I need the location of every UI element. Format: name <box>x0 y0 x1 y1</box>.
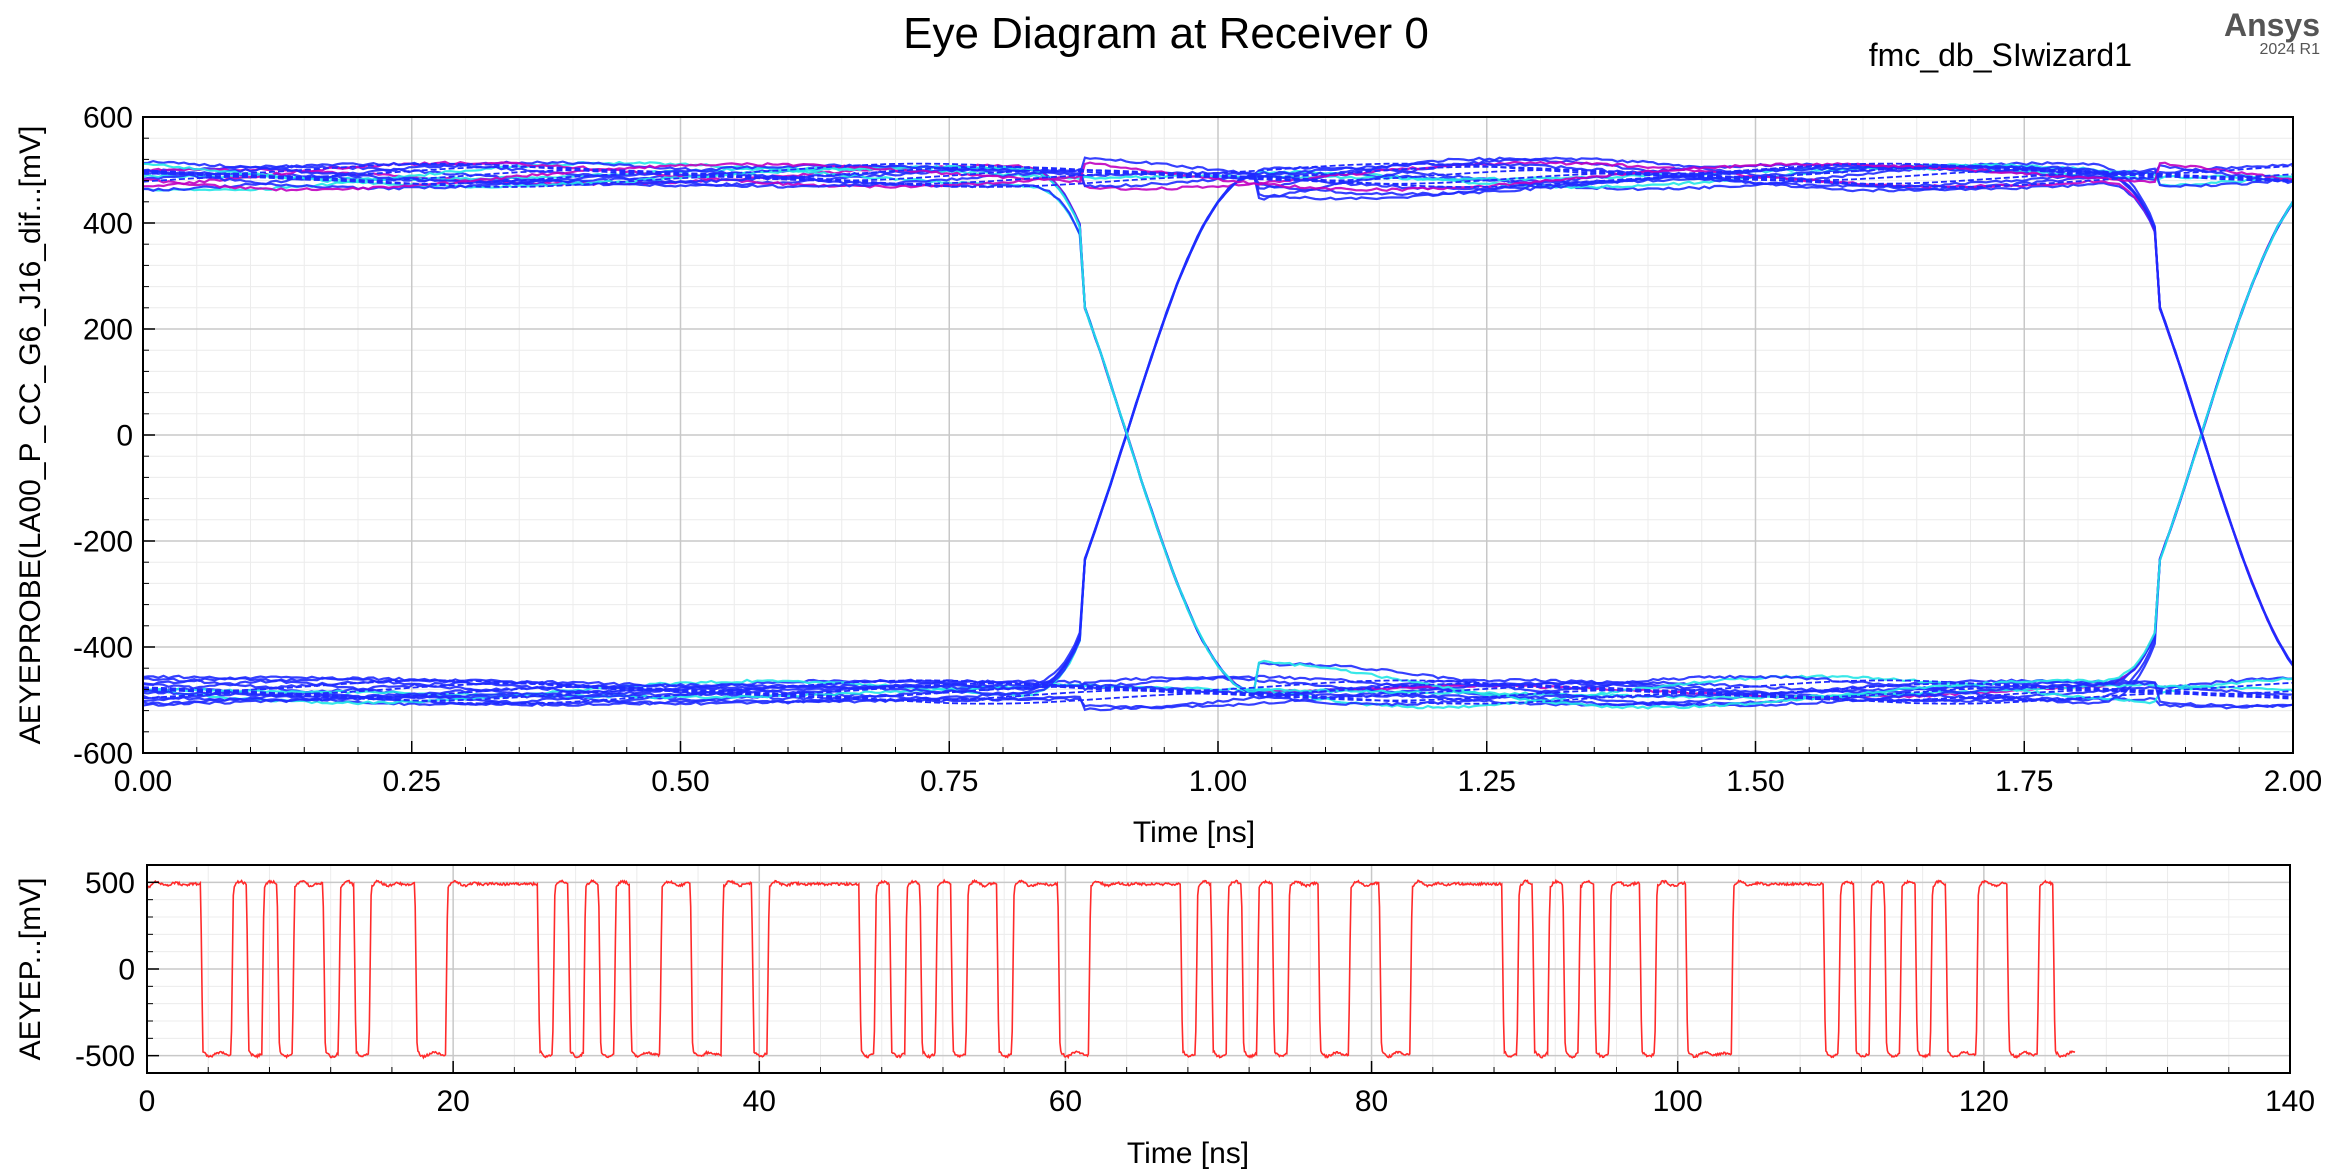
x-tick-label: 1.50 <box>1726 765 1784 798</box>
y-tick-label: 400 <box>83 208 133 241</box>
y-tick-label: 0 <box>118 954 135 987</box>
x-tick-label: 140 <box>2265 1085 2315 1118</box>
x-tick-label: 80 <box>1355 1085 1388 1118</box>
x-tick-label: 2.00 <box>2264 765 2322 798</box>
x-tick-label: 1.25 <box>1458 765 1516 798</box>
y-tick-label: -500 <box>75 1040 135 1073</box>
x-tick-label: 1.00 <box>1189 765 1247 798</box>
y-tick-label: 500 <box>85 867 135 900</box>
eye-y-tick-labels: 6004002000-200-400-600 <box>73 102 133 771</box>
waveform-major-grid <box>147 865 2290 1073</box>
waveform-panel: 5000-500 0 20 40 60 80 100 120 140 Time [ns] AE… <box>14 865 2315 1170</box>
x-tick-label: 40 <box>743 1085 776 1118</box>
version-label: 2024 R1 <box>2260 41 2321 58</box>
y-tick-label: -200 <box>73 526 133 559</box>
y-tick-label: 0 <box>116 420 133 453</box>
x-tick-label: 0.75 <box>920 765 978 798</box>
x-tick-label: 0.25 <box>383 765 441 798</box>
y-tick-label: 600 <box>83 102 133 135</box>
y-tick-label: -400 <box>73 632 133 665</box>
design-name: fmc_db_SIwizard1 <box>1869 37 2132 73</box>
waveform-y-tick-labels: 500 0 -500 <box>75 867 135 1073</box>
x-tick-label: 0.50 <box>651 765 709 798</box>
brand-logo: Ansys <box>2224 7 2320 43</box>
waveform-axis-ticks <box>147 882 2290 1073</box>
x-tick-label: 0 <box>139 1085 156 1118</box>
y-tick-label: 200 <box>83 314 133 347</box>
eye-y-axis-label: AEYEPROBE(LA00_P_CC_G6_J16_dif...[mV] <box>14 126 47 745</box>
x-tick-label: 20 <box>436 1085 469 1118</box>
waveform-y-axis-label: AEYEP...[mV] <box>14 878 47 1061</box>
eye-x-tick-labels: 0.00 0.25 0.50 0.75 1.00 1.25 1.50 1.75 2.00 <box>114 765 2322 798</box>
x-tick-label: 100 <box>1653 1085 1703 1118</box>
waveform-x-axis-label: Time [ns] <box>1127 1137 1249 1170</box>
eye-panel: 6004002000-200-400-600 0.00 0.25 0.50 0.75 1… <box>14 102 2322 850</box>
chart-title: Eye Diagram at Receiver 0 <box>903 9 1429 58</box>
eye-x-axis-label: Time [ns] <box>1133 816 1255 849</box>
waveform-x-tick-labels: 0 20 40 60 80 100 120 140 <box>139 1085 2315 1118</box>
figure-canvas: Eye Diagram at Receiver 0 fmc_db_SIwizar… <box>0 0 2332 1176</box>
x-tick-label: 120 <box>1959 1085 2009 1118</box>
x-tick-label: 60 <box>1049 1085 1082 1118</box>
x-tick-label: 0.00 <box>114 765 172 798</box>
x-tick-label: 1.75 <box>1995 765 2053 798</box>
